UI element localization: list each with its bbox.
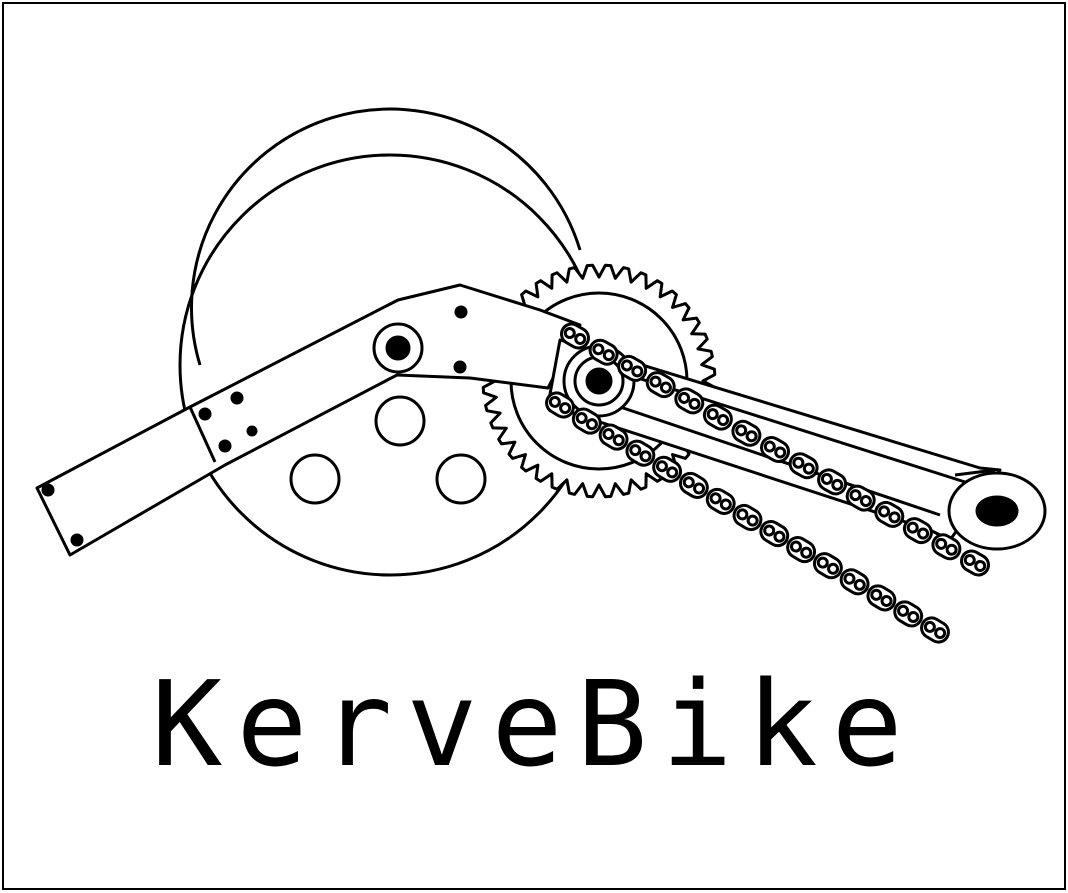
crank-spindle: [562, 344, 636, 418]
chain-link: [874, 500, 905, 528]
brand-wordmark: KerveBike: [151, 655, 917, 793]
pedal-hub: [947, 468, 1047, 551]
chain-link: [674, 387, 705, 415]
chain-link: [645, 371, 676, 399]
chain-link: [625, 439, 656, 467]
chain-link: [866, 584, 897, 612]
chain-link: [960, 549, 990, 577]
chain-link: [760, 436, 790, 463]
chain-link: [571, 407, 602, 435]
chain-link: [598, 423, 629, 451]
chain-link: [732, 503, 763, 532]
chain-link: [759, 520, 790, 548]
chain-link: [931, 533, 962, 561]
chain-link: [705, 487, 736, 515]
chain-link: [902, 517, 933, 545]
chain-link: [731, 419, 762, 447]
chain-link: [839, 568, 870, 596]
chain-link: [617, 354, 648, 382]
chain-link: [652, 455, 683, 483]
chain-link: [893, 600, 924, 628]
chain-link: [788, 452, 819, 480]
chain-lower-run: [545, 391, 950, 644]
chain-link: [812, 552, 843, 580]
chain-link: [545, 391, 575, 419]
chain-upper-run: [560, 322, 990, 577]
chain-link: [817, 468, 848, 496]
chain-link: [678, 471, 709, 499]
chain-link: [786, 536, 817, 564]
chain-link: [560, 322, 590, 350]
chain-link: [702, 403, 733, 431]
chain-link: [588, 338, 619, 366]
chain-link: [845, 484, 876, 512]
chain-link: [920, 616, 950, 644]
